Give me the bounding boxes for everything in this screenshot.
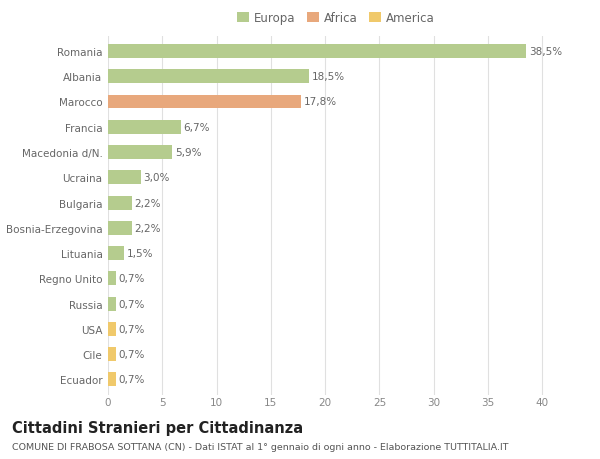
Legend: Europa, Africa, America: Europa, Africa, America [238, 12, 434, 25]
Bar [108, 95, 301, 109]
Bar [108, 45, 526, 59]
Text: 1,5%: 1,5% [127, 249, 154, 258]
Text: 0,7%: 0,7% [118, 299, 145, 309]
Bar [108, 272, 116, 285]
Text: 0,7%: 0,7% [118, 274, 145, 284]
Text: COMUNE DI FRABOSA SOTTANA (CN) - Dati ISTAT al 1° gennaio di ogni anno - Elabora: COMUNE DI FRABOSA SOTTANA (CN) - Dati IS… [12, 442, 509, 451]
Text: 6,7%: 6,7% [184, 123, 210, 133]
Bar [108, 297, 116, 311]
Text: 2,2%: 2,2% [134, 198, 161, 208]
Bar [108, 121, 181, 134]
Text: 5,9%: 5,9% [175, 148, 201, 158]
Text: 0,7%: 0,7% [118, 324, 145, 334]
Bar [108, 70, 309, 84]
Bar [108, 171, 140, 185]
Text: 0,7%: 0,7% [118, 375, 145, 385]
Bar [108, 347, 116, 361]
Text: 3,0%: 3,0% [143, 173, 170, 183]
Text: 0,7%: 0,7% [118, 349, 145, 359]
Text: Cittadini Stranieri per Cittadinanza: Cittadini Stranieri per Cittadinanza [12, 420, 303, 435]
Bar [108, 221, 132, 235]
Text: 18,5%: 18,5% [311, 72, 344, 82]
Text: 17,8%: 17,8% [304, 97, 337, 107]
Text: 38,5%: 38,5% [529, 47, 562, 57]
Bar [108, 196, 132, 210]
Bar [108, 146, 172, 160]
Text: 2,2%: 2,2% [134, 224, 161, 233]
Bar [108, 373, 116, 386]
Bar [108, 322, 116, 336]
Bar [108, 246, 124, 260]
